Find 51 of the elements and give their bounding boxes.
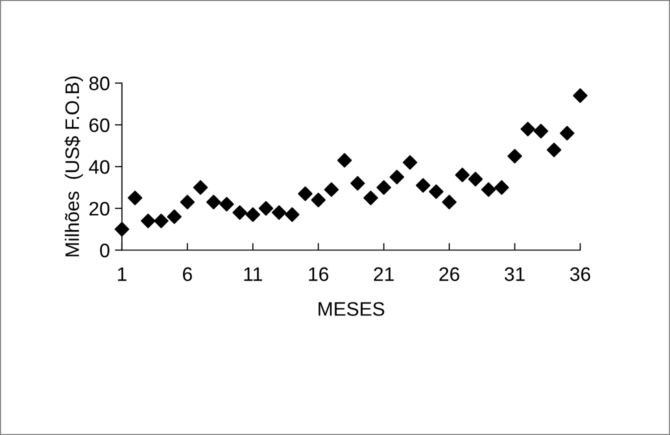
point [324, 182, 339, 197]
x-tick-label: 11 [244, 268, 262, 281]
point [390, 170, 404, 184]
x-tick-label: 31 [504, 267, 525, 282]
point [442, 194, 457, 210]
y-tick-label: 40 [88, 160, 110, 174]
point [416, 178, 430, 193]
point [180, 194, 195, 210]
point [193, 180, 208, 195]
point [468, 172, 483, 186]
x-tick-label: 6 [182, 267, 192, 282]
point [140, 214, 156, 228]
y-tick-label: 80 [89, 76, 110, 90]
x-tick-label: 16 [309, 267, 328, 282]
point [258, 201, 274, 216]
point [402, 155, 418, 170]
point [311, 192, 326, 208]
point [350, 176, 365, 191]
point [154, 214, 169, 228]
x-tick-label: 1 [118, 268, 126, 281]
y-tick-label: 20 [89, 202, 110, 216]
point [507, 148, 522, 164]
x-tick-label: 21 [374, 267, 394, 281]
x-tick-label: 36 [570, 267, 590, 282]
point [219, 196, 234, 212]
point [363, 190, 378, 206]
point [337, 153, 352, 168]
point [546, 142, 562, 158]
y-tick-label: 60 [89, 118, 110, 132]
point [232, 205, 248, 220]
x-tick-label: 26 [439, 267, 460, 282]
y-tick-label: 0 [100, 244, 110, 258]
x-axis-title: MESES [318, 302, 384, 316]
point [376, 180, 392, 195]
point [560, 126, 574, 140]
point [206, 194, 221, 210]
point [481, 182, 496, 197]
point [246, 207, 260, 222]
point [128, 190, 142, 206]
point [572, 88, 588, 103]
point [494, 180, 509, 195]
point [114, 222, 130, 237]
point [520, 122, 536, 136]
point [284, 207, 300, 222]
point [534, 124, 548, 138]
point [298, 186, 313, 202]
point [455, 168, 470, 182]
point [167, 209, 182, 224]
y-axis-title: Milhões (US$ F.O.B) [64, 76, 83, 256]
point [272, 205, 286, 220]
point [428, 184, 444, 199]
